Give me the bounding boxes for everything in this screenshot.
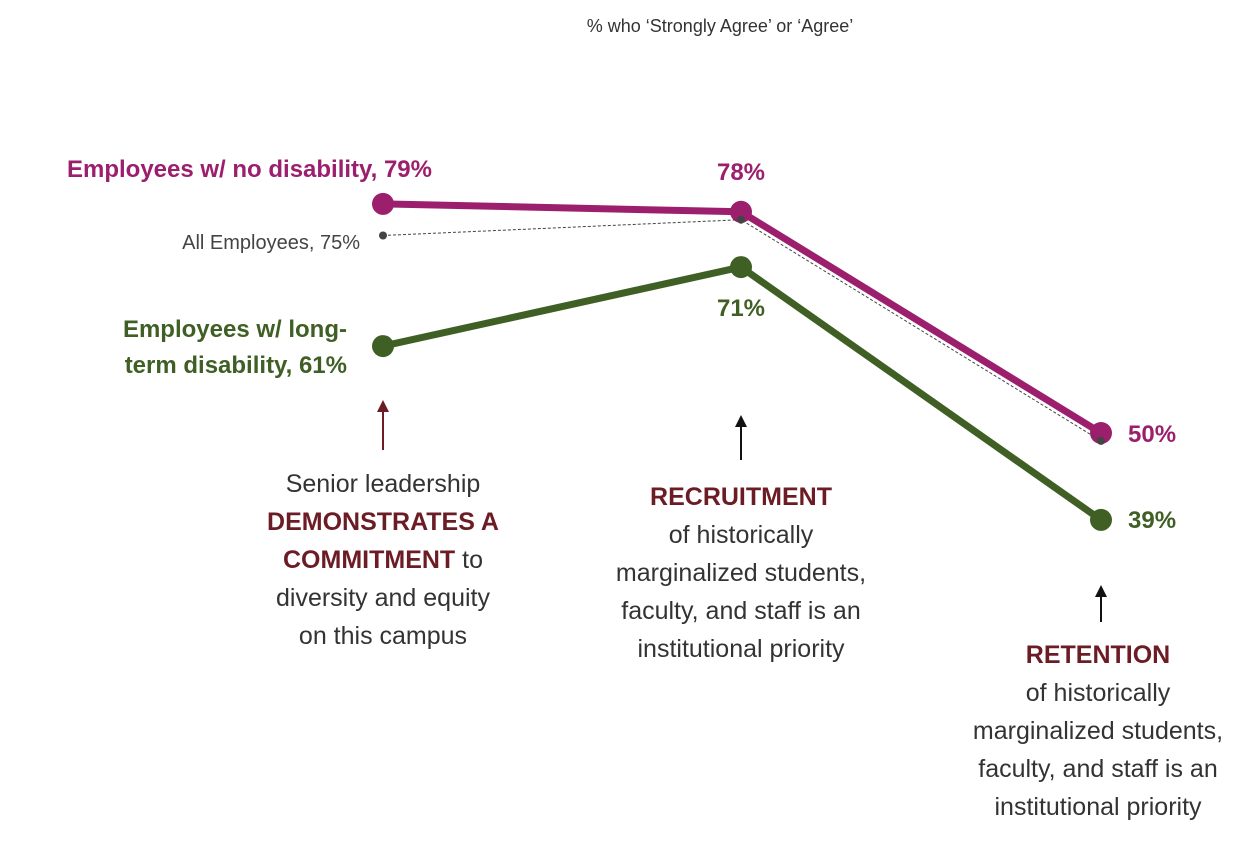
category-label: Senior leadership DEMONSTRATES A COMMITM… — [267, 470, 499, 650]
value-label: 78% — [716, 159, 766, 186]
chart-title: % who ‘Strongly Agree’ or ‘Agree’ — [586, 16, 854, 36]
arrow-head — [735, 415, 747, 427]
category-label: RETENTION of historically marginalized s… — [972, 641, 1224, 821]
data-point — [372, 192, 394, 215]
value-label: All Employees, 75% — [182, 232, 360, 254]
data-point — [372, 335, 394, 358]
data-point — [730, 200, 752, 223]
arrow-head — [377, 400, 389, 412]
category-emphasis: DEMONSTRATES A COMMITMENT — [267, 508, 499, 574]
data-point — [1090, 422, 1112, 444]
category-emphasis: RETENTION — [1025, 641, 1171, 669]
arrow-head — [1095, 585, 1107, 597]
data-point — [730, 256, 752, 279]
value-label: 50% — [1128, 421, 1177, 448]
category-label: RECRUITMENT of historically marginalized… — [615, 483, 867, 663]
data-point — [379, 231, 387, 240]
data-point — [737, 215, 745, 224]
series-line — [382, 219, 1102, 442]
data-point — [1097, 436, 1105, 445]
category-emphasis: RECRUITMENT — [650, 483, 832, 511]
value-label: Employees w/ long-term disability, 61% — [122, 316, 347, 379]
value-label: 71% — [716, 295, 766, 322]
value-label: 39% — [1128, 507, 1177, 534]
data-point — [1090, 508, 1112, 531]
value-label: Employees w/ no disability, 79% — [66, 156, 432, 183]
